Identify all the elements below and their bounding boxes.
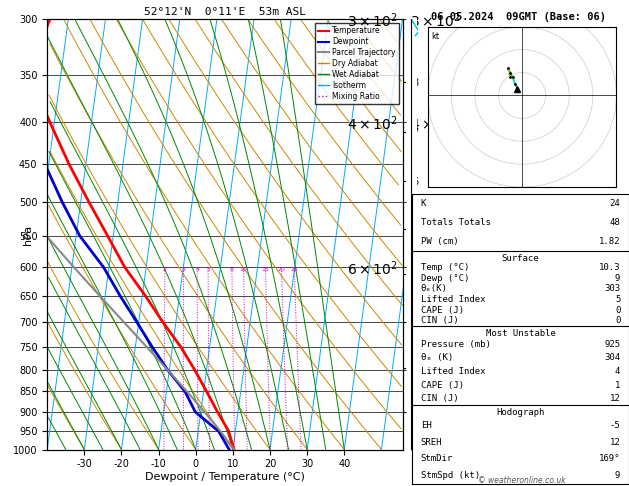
Text: 25: 25: [291, 267, 298, 272]
Text: CIN (J): CIN (J): [421, 316, 459, 325]
Legend: Temperature, Dewpoint, Parcel Trajectory, Dry Adiabat, Wet Adiabat, Isotherm, Mi: Temperature, Dewpoint, Parcel Trajectory…: [314, 23, 399, 104]
Text: 0: 0: [615, 306, 620, 314]
Text: 5: 5: [206, 267, 210, 272]
Text: 9: 9: [615, 274, 620, 283]
Text: CIN (J): CIN (J): [421, 394, 459, 403]
Text: Lifted Index: Lifted Index: [421, 367, 485, 376]
Text: StmDir: StmDir: [421, 454, 453, 463]
Text: 0: 0: [615, 316, 620, 325]
Text: 12: 12: [610, 437, 620, 447]
Y-axis label: km
ASL: km ASL: [464, 226, 486, 243]
Text: 15: 15: [262, 267, 269, 272]
Text: 24: 24: [610, 199, 620, 208]
Text: PW (cm): PW (cm): [421, 237, 459, 246]
Text: 10: 10: [240, 267, 247, 272]
Text: EH: EH: [421, 421, 431, 430]
Text: θₑ(K): θₑ(K): [421, 284, 448, 294]
Text: CAPE (J): CAPE (J): [421, 381, 464, 390]
Text: 9: 9: [615, 471, 620, 480]
Text: Hodograph: Hodograph: [496, 408, 545, 417]
Text: -5: -5: [610, 421, 620, 430]
Text: 8: 8: [230, 267, 234, 272]
Text: kt: kt: [431, 32, 440, 40]
Text: Totals Totals: Totals Totals: [421, 218, 491, 227]
Text: 303: 303: [604, 284, 620, 294]
Text: 4: 4: [615, 367, 620, 376]
Text: 5: 5: [615, 295, 620, 304]
Text: 4: 4: [195, 267, 199, 272]
Text: 169°: 169°: [599, 454, 620, 463]
Text: Lifted Index: Lifted Index: [421, 295, 485, 304]
Text: 1.82: 1.82: [599, 237, 620, 246]
Text: 48: 48: [610, 218, 620, 227]
Title: 52°12'N  0°11'E  53m ASL: 52°12'N 0°11'E 53m ASL: [144, 7, 306, 17]
Text: K: K: [421, 199, 426, 208]
Text: Dewp (°C): Dewp (°C): [421, 274, 469, 283]
Text: 10.3: 10.3: [599, 263, 620, 272]
Text: StmSpd (kt): StmSpd (kt): [421, 471, 480, 480]
Text: θₑ (K): θₑ (K): [421, 353, 453, 363]
Text: Temp (°C): Temp (°C): [421, 263, 469, 272]
Text: 2: 2: [163, 267, 167, 272]
Text: hPa: hPa: [23, 225, 33, 244]
Text: 1: 1: [615, 381, 620, 390]
Text: Most Unstable: Most Unstable: [486, 329, 555, 338]
Text: Pressure (mb): Pressure (mb): [421, 340, 491, 349]
Text: 20: 20: [277, 267, 286, 272]
Text: 3: 3: [182, 267, 186, 272]
Text: LCL: LCL: [406, 436, 421, 445]
Text: 925: 925: [604, 340, 620, 349]
Text: SREH: SREH: [421, 437, 442, 447]
Text: CAPE (J): CAPE (J): [421, 306, 464, 314]
Text: Surface: Surface: [502, 254, 539, 262]
X-axis label: Dewpoint / Temperature (°C): Dewpoint / Temperature (°C): [145, 472, 305, 482]
Text: 06.05.2024  09GMT (Base: 06): 06.05.2024 09GMT (Base: 06): [431, 12, 606, 22]
Text: 12: 12: [610, 394, 620, 403]
Text: © weatheronline.co.uk: © weatheronline.co.uk: [478, 476, 566, 485]
Text: 304: 304: [604, 353, 620, 363]
